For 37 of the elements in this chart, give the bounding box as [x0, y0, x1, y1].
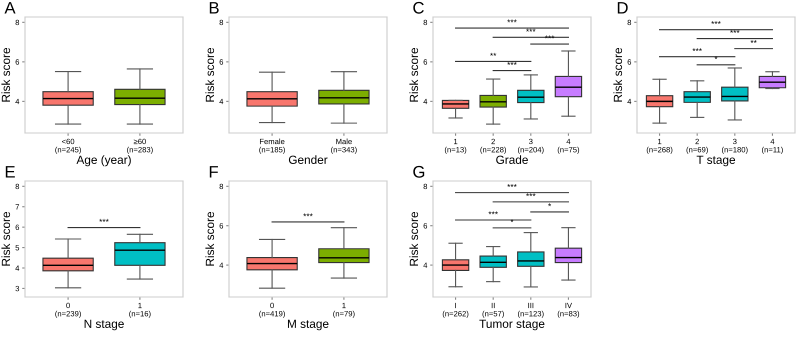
x-axis-title: M stage — [288, 320, 328, 330]
chart-title: C — [413, 2, 424, 14]
chart-title: B — [210, 2, 219, 14]
x-axis-title: Tumor stage — [479, 320, 544, 330]
annotation: *** — [99, 218, 109, 222]
annotation: *** — [692, 48, 702, 51]
y-axis-title: Risk score — [205, 48, 214, 102]
y-axis-title: Risk score — [1, 212, 10, 266]
y-axis-title: Risk score — [1, 48, 10, 102]
y-axis-title: Risk score — [613, 48, 622, 102]
annotation: *** — [711, 21, 721, 24]
annotation: *** — [730, 30, 740, 33]
y-axis-title: Risk score — [409, 212, 418, 266]
annotation: *** — [303, 213, 313, 216]
annotation: *** — [507, 19, 517, 22]
x-axis-title: N stage — [84, 320, 124, 330]
chart-title: E — [6, 166, 15, 178]
annotation: ** — [750, 40, 757, 43]
annotation: * — [714, 56, 718, 60]
annotation: * — [548, 203, 552, 206]
x-axis-title: Gender — [288, 155, 328, 164]
annotation: *** — [507, 62, 517, 65]
y-axis-title: Risk score — [409, 48, 418, 102]
annotation: *** — [544, 35, 554, 38]
y-axis-title: Risk score — [205, 212, 214, 266]
annotation: *** — [488, 211, 498, 214]
chart-title: D — [618, 2, 628, 14]
annotation: *** — [507, 184, 517, 187]
x-axis-title: T stage — [696, 156, 736, 166]
annotation: *** — [526, 28, 536, 32]
annotation: *** — [526, 193, 536, 196]
x-axis-title: Age (year) — [76, 155, 131, 166]
chart-title: F — [210, 166, 218, 178]
chart-title: G — [413, 166, 424, 178]
x-axis-title: Grade — [496, 155, 528, 164]
chart-title: A — [4, 2, 16, 14]
annotation: ** — [490, 52, 496, 56]
